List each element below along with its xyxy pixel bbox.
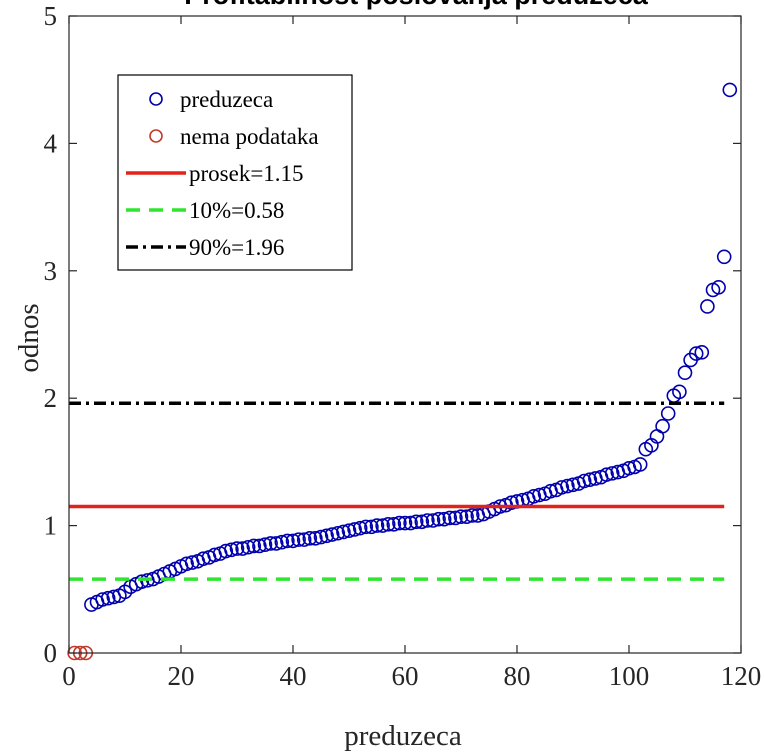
legend-entry-label: nema podataka — [180, 124, 319, 149]
data-point — [694, 345, 710, 360]
legend-marker-sample — [149, 92, 163, 106]
data-point — [268, 536, 284, 551]
data-point — [554, 480, 570, 495]
data-point — [711, 280, 726, 295]
data-point — [263, 536, 278, 551]
y-tick-label: 0 — [44, 638, 58, 668]
data-point — [688, 346, 704, 361]
data-point — [459, 509, 474, 524]
data-point — [453, 509, 469, 524]
data-point — [336, 524, 351, 540]
data-point — [341, 523, 357, 538]
data-point — [420, 513, 435, 528]
x-tick-label: 20 — [168, 661, 195, 691]
x-tick-label: 120 — [721, 661, 762, 691]
data-point — [352, 520, 368, 536]
data-point — [448, 510, 463, 526]
x-tick-label: 80 — [504, 661, 531, 691]
data-point — [291, 532, 306, 547]
data-point — [576, 473, 592, 489]
legend-entry-label: prosek=1.15 — [189, 161, 304, 186]
y-tick-label: 4 — [44, 128, 58, 158]
data-point — [364, 519, 379, 535]
data-point — [246, 538, 262, 554]
data-point — [425, 513, 441, 528]
data-point — [313, 529, 329, 545]
data-point — [442, 510, 458, 526]
data-point — [716, 249, 732, 265]
data-point — [436, 511, 452, 527]
data-point — [722, 82, 738, 98]
data-point — [95, 592, 110, 607]
data-point — [319, 528, 334, 544]
x-tick-label: 100 — [609, 661, 650, 691]
data-point — [464, 508, 480, 523]
data-point — [604, 466, 620, 481]
data-point — [218, 543, 234, 559]
legend-entry-label: 90%=1.96 — [189, 235, 284, 260]
legend: preduzeca nema podataka prosek=1.15 10%=0.5… — [117, 74, 353, 271]
data-point — [224, 542, 239, 558]
data-point — [347, 522, 362, 537]
data-point — [296, 532, 312, 547]
y-tick-label: 3 — [44, 256, 58, 286]
axes: 0 20 40 60 80 100 120 0 1 2 3 4 5 — [44, 1, 762, 691]
data-point — [582, 472, 598, 488]
data-point — [240, 539, 256, 555]
data-point — [660, 406, 676, 421]
legend-marker-sample — [149, 129, 163, 143]
data-point — [700, 299, 715, 314]
data-marks — [67, 82, 738, 661]
data-point — [235, 541, 250, 556]
data-point — [179, 556, 194, 572]
x-tick-label: 40 — [280, 661, 307, 691]
data-point — [134, 574, 150, 589]
data-point — [431, 511, 446, 527]
data-point — [632, 457, 648, 472]
chart-title: Profitabilnost poslovanja preduzeća — [184, 0, 649, 10]
data-point — [324, 527, 340, 542]
data-point — [100, 590, 116, 606]
data-point — [252, 538, 267, 554]
data-point — [308, 531, 323, 546]
data-point — [369, 518, 385, 533]
data-point — [408, 514, 424, 530]
data-point — [280, 533, 295, 549]
data-point — [274, 534, 290, 550]
data-point — [397, 515, 413, 531]
legend-entry-label: preduzeca — [180, 87, 273, 112]
data-point — [599, 467, 614, 482]
data-point — [330, 525, 346, 541]
data-point — [655, 418, 670, 434]
data-point — [677, 365, 693, 381]
y-tick-label: 2 — [44, 383, 58, 413]
data-point — [414, 514, 430, 530]
data-point — [285, 533, 301, 549]
x-axis-label: preduzeca — [344, 720, 462, 752]
y-tick-label: 1 — [44, 511, 58, 541]
y-tick-label: 5 — [44, 1, 58, 31]
data-point — [380, 517, 396, 532]
data-point — [504, 495, 519, 510]
data-point — [392, 515, 407, 531]
x-tick-label: 60 — [392, 661, 419, 691]
data-point — [302, 531, 318, 546]
data-point — [672, 384, 687, 400]
data-point — [375, 518, 390, 533]
data-point — [403, 515, 418, 531]
y-axis-label: odnos — [13, 303, 45, 372]
data-point — [526, 488, 542, 504]
data-point — [257, 537, 273, 553]
data-point — [229, 541, 245, 556]
data-point — [358, 519, 374, 535]
data-point — [386, 517, 402, 532]
x-tick-label: 0 — [62, 661, 76, 691]
data-point — [560, 478, 575, 494]
legend-entry-label: 10%=0.58 — [189, 198, 284, 223]
